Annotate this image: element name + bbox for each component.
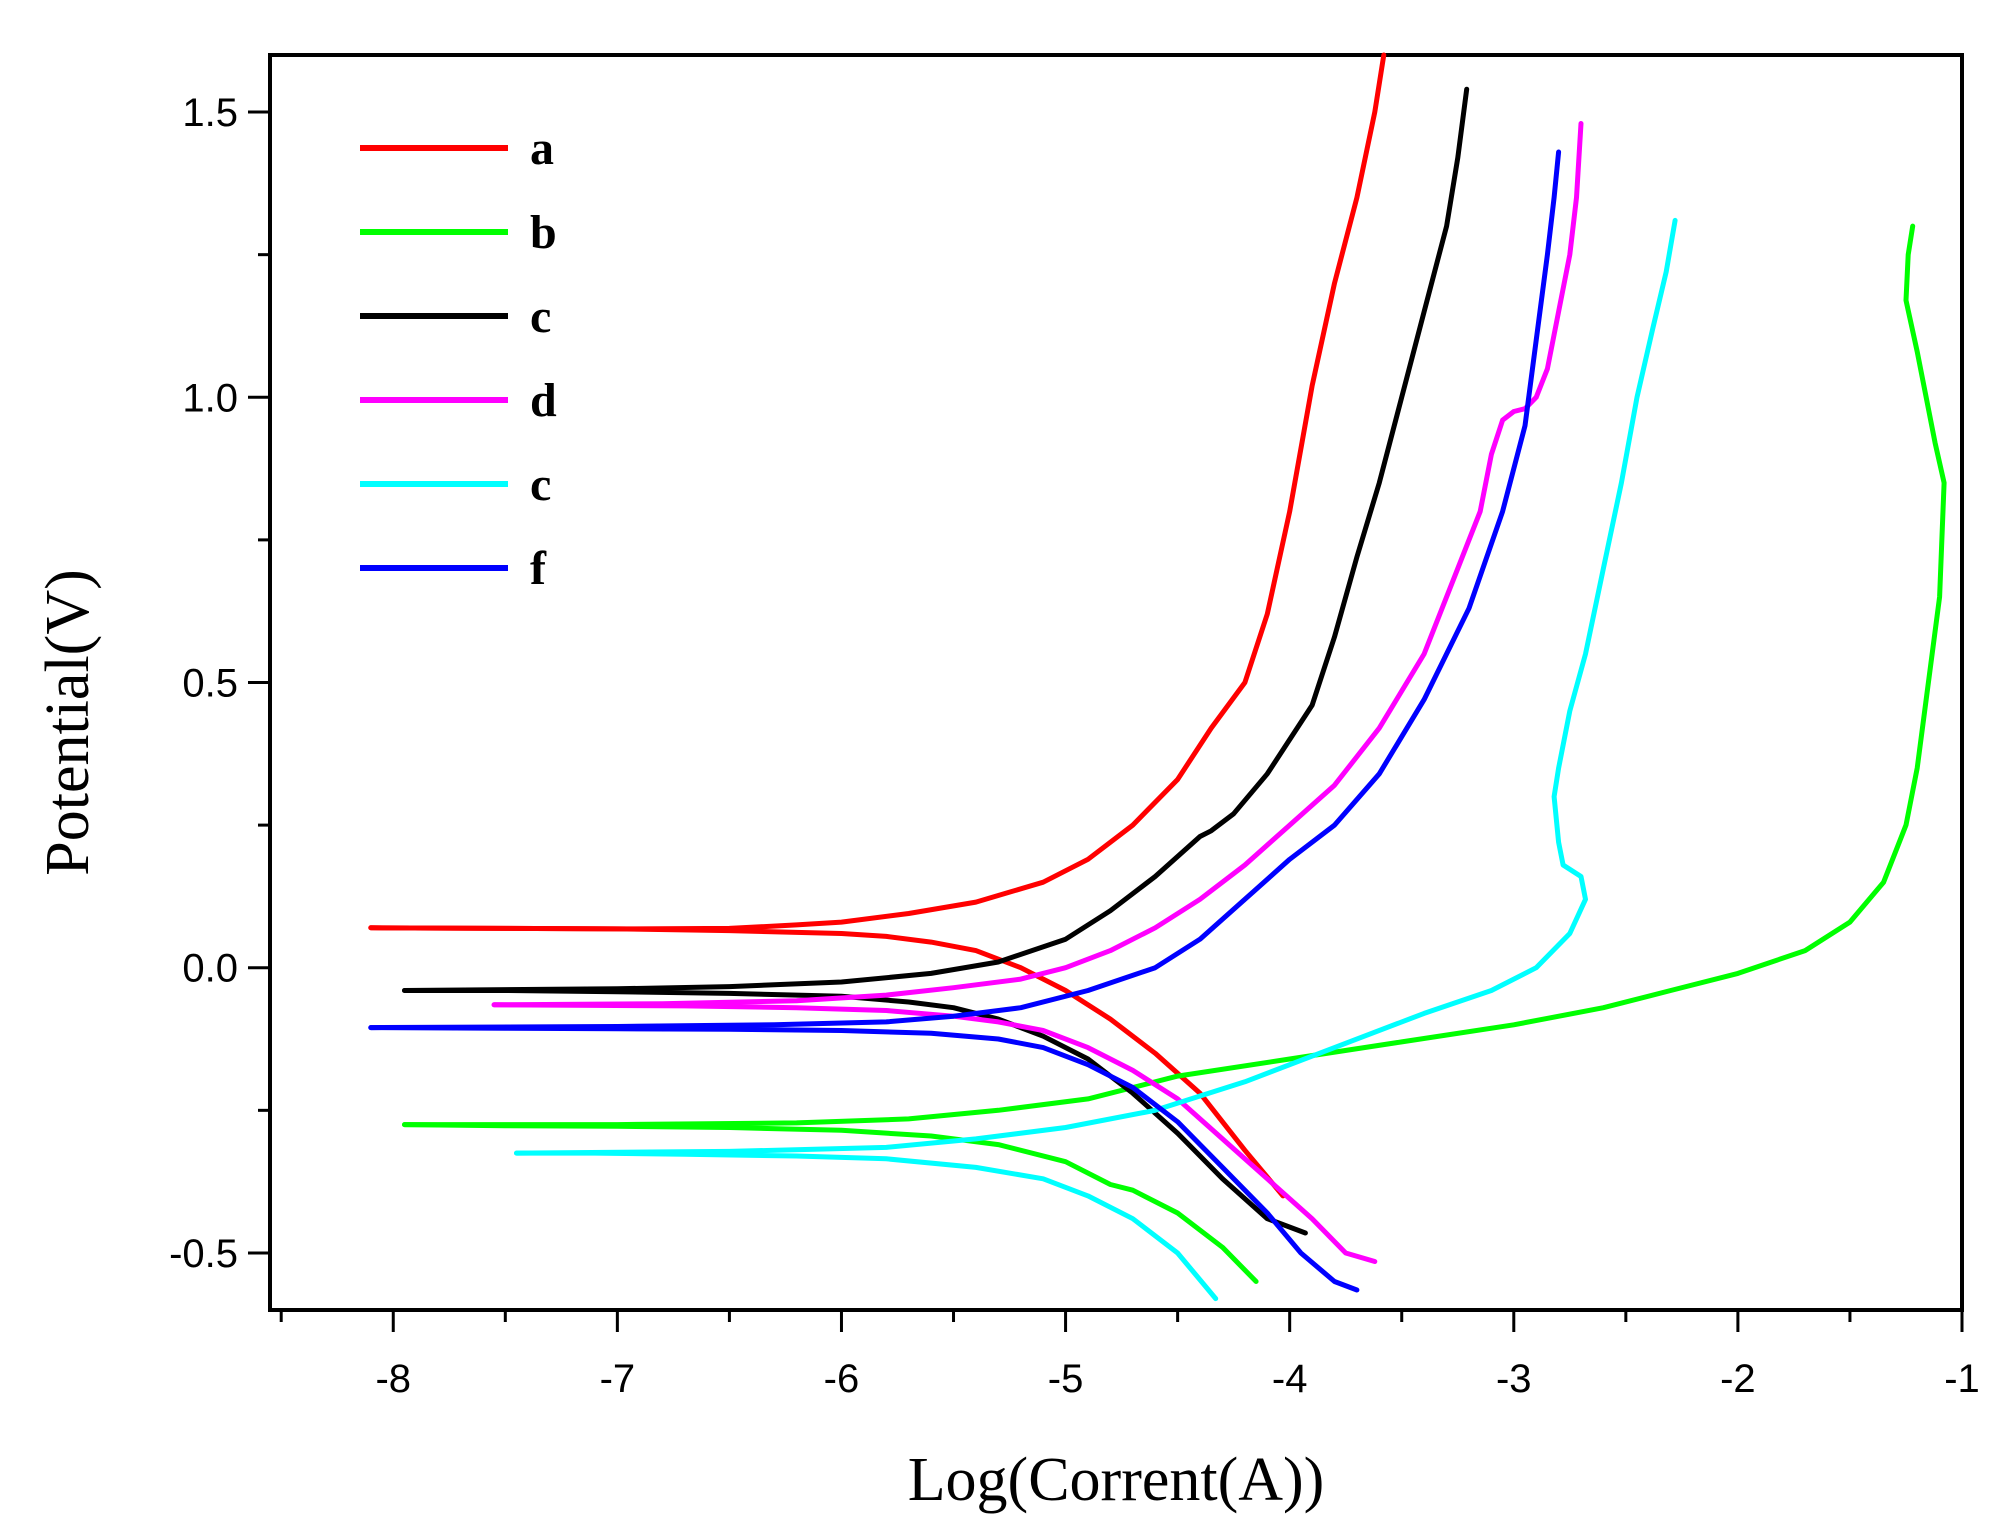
series-a bbox=[368, 52, 1387, 1199]
series-c bbox=[402, 86, 1470, 1236]
y-tick-label: 1.0 bbox=[182, 376, 238, 420]
y-axis-title: Potential(V) bbox=[34, 569, 102, 876]
series-b bbox=[402, 223, 1947, 1284]
x-tick-label: -8 bbox=[375, 1357, 411, 1401]
legend-label: b bbox=[530, 206, 557, 259]
series-line-cathodic bbox=[368, 1025, 1360, 1293]
legend-label: a bbox=[530, 122, 554, 175]
series-line-anodic bbox=[402, 86, 1470, 993]
y-axis: -0.5 0.0 0.5 1.0 1.5 bbox=[169, 91, 270, 1276]
series-line-anodic bbox=[368, 149, 1562, 1031]
legend-item: b bbox=[360, 206, 557, 259]
legend-item: f bbox=[360, 542, 547, 595]
x-tick-label: -2 bbox=[1720, 1357, 1756, 1401]
series-line-cathodic bbox=[491, 1002, 1378, 1264]
series-line-anodic bbox=[402, 223, 1947, 1128]
x-tick-label: -6 bbox=[824, 1357, 860, 1401]
series-line-cathodic bbox=[402, 988, 1308, 1236]
plot-frame bbox=[268, 53, 1964, 1312]
series-line-anodic bbox=[514, 217, 1678, 1156]
curves-layer bbox=[368, 52, 1947, 1302]
legend-label: d bbox=[530, 374, 557, 427]
series-f bbox=[368, 149, 1562, 1293]
series-line-cathodic bbox=[514, 1150, 1219, 1302]
x-tick-label: -4 bbox=[1272, 1357, 1308, 1401]
legend-label: f bbox=[530, 542, 547, 595]
series-line-anodic bbox=[368, 52, 1387, 932]
legend-item: d bbox=[360, 374, 557, 427]
legend-item: c bbox=[360, 458, 551, 511]
series-d bbox=[491, 121, 1584, 1264]
y-tick-label: 0.5 bbox=[182, 662, 238, 706]
y-tick-label: 1.5 bbox=[182, 91, 238, 135]
series-c bbox=[514, 217, 1678, 1302]
x-tick-label: -3 bbox=[1496, 1357, 1532, 1401]
x-tick-label: -5 bbox=[1048, 1357, 1084, 1401]
legend-item: c bbox=[360, 290, 551, 343]
legend-label: c bbox=[530, 290, 551, 343]
x-tick-label: -1 bbox=[1944, 1357, 1980, 1401]
legend-item: a bbox=[360, 122, 554, 175]
series-line-anodic bbox=[491, 121, 1584, 1008]
y-tick-label: 0.0 bbox=[182, 947, 238, 991]
y-tick-label: -0.5 bbox=[169, 1232, 238, 1276]
x-tick-label: -7 bbox=[600, 1357, 636, 1401]
legend-label: c bbox=[530, 458, 551, 511]
x-axis-title: Log(Corrent(A)) bbox=[908, 1446, 1325, 1514]
plot-area bbox=[268, 52, 1964, 1312]
x-axis: -8 -7 -6 -5 -4 -3 -2 -1 bbox=[279, 1310, 1980, 1401]
